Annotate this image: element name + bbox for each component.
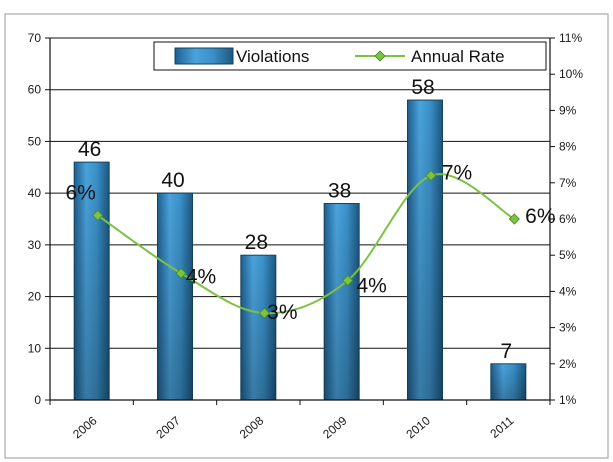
bar-value-label: 58: [411, 76, 434, 99]
right-tick-label: 7%: [559, 176, 577, 190]
bar-value-label: 46: [78, 138, 101, 161]
bar-shade: [490, 363, 526, 400]
right-axis-ticks: 1% 2% 3% 4% 5% 6% 7% 8% 9% 10% 11%: [559, 31, 583, 407]
left-tick-label: 50: [28, 134, 42, 148]
axes: [45, 37, 555, 405]
rate-marker: [342, 274, 354, 287]
left-tick-label: 60: [28, 83, 42, 97]
bar-shade: [74, 162, 110, 400]
rate-line: [97, 173, 515, 315]
legend-label-annual-rate: Annual Rate: [411, 47, 505, 66]
rate-marker: [425, 169, 437, 182]
legend-label-violations: Violations: [236, 47, 309, 66]
left-tick-label: 0: [34, 393, 41, 407]
rate-marker: [508, 213, 520, 225]
right-tick-label: 9%: [559, 103, 577, 117]
rate-marker: [258, 307, 270, 319]
rate-value-label: 3%: [267, 301, 297, 324]
legend-marker-swatch: [374, 50, 386, 62]
bar-shade: [157, 193, 193, 400]
rate-marker: [92, 209, 104, 221]
right-tick-label: 11%: [559, 31, 582, 45]
right-tick-label: 2%: [559, 357, 577, 371]
right-tick-label: 5%: [559, 248, 577, 262]
plot-area: [50, 38, 550, 400]
right-tick-label: 3%: [559, 321, 577, 335]
left-tick-label: 20: [28, 290, 42, 304]
left-axis-ticks: 0 10 20 30 40 50 60 70: [28, 31, 42, 407]
right-tick-label: 10%: [559, 67, 583, 81]
bar-value-label: 38: [328, 179, 351, 202]
bar-shade: [324, 203, 360, 400]
right-tick-label: 6%: [559, 212, 577, 226]
bar-shade: [407, 100, 443, 401]
rate-value-label: 7%: [442, 162, 472, 185]
legend: Violations Annual Rate: [153, 41, 547, 71]
legend-bar-swatch: [174, 47, 234, 65]
line-series: [92, 169, 520, 319]
bar-value-label: 28: [245, 231, 268, 254]
right-tick-label: 8%: [559, 140, 577, 154]
bar-value-label: 40: [161, 169, 184, 192]
right-tick-label: 4%: [559, 284, 577, 298]
rate-value-label: 4%: [186, 265, 216, 288]
left-tick-label: 40: [28, 186, 42, 200]
left-tick-label: 10: [28, 341, 42, 355]
rate-value-label: 6%: [525, 205, 555, 228]
bar-shade: [240, 255, 276, 400]
rate-value-label: 4%: [356, 275, 386, 298]
rate-marker: [175, 267, 187, 279]
bar-series: [73, 99, 527, 401]
rate-value-label: 6%: [65, 181, 95, 204]
right-tick-label: 1%: [559, 393, 577, 407]
data-labels: 46 40 28 38 58 7 6% 4% 3% 4% 7% 6%: [65, 76, 555, 363]
left-tick-label: 70: [28, 31, 42, 45]
left-tick-label: 30: [28, 238, 42, 252]
bar-value-label: 7: [500, 340, 512, 363]
